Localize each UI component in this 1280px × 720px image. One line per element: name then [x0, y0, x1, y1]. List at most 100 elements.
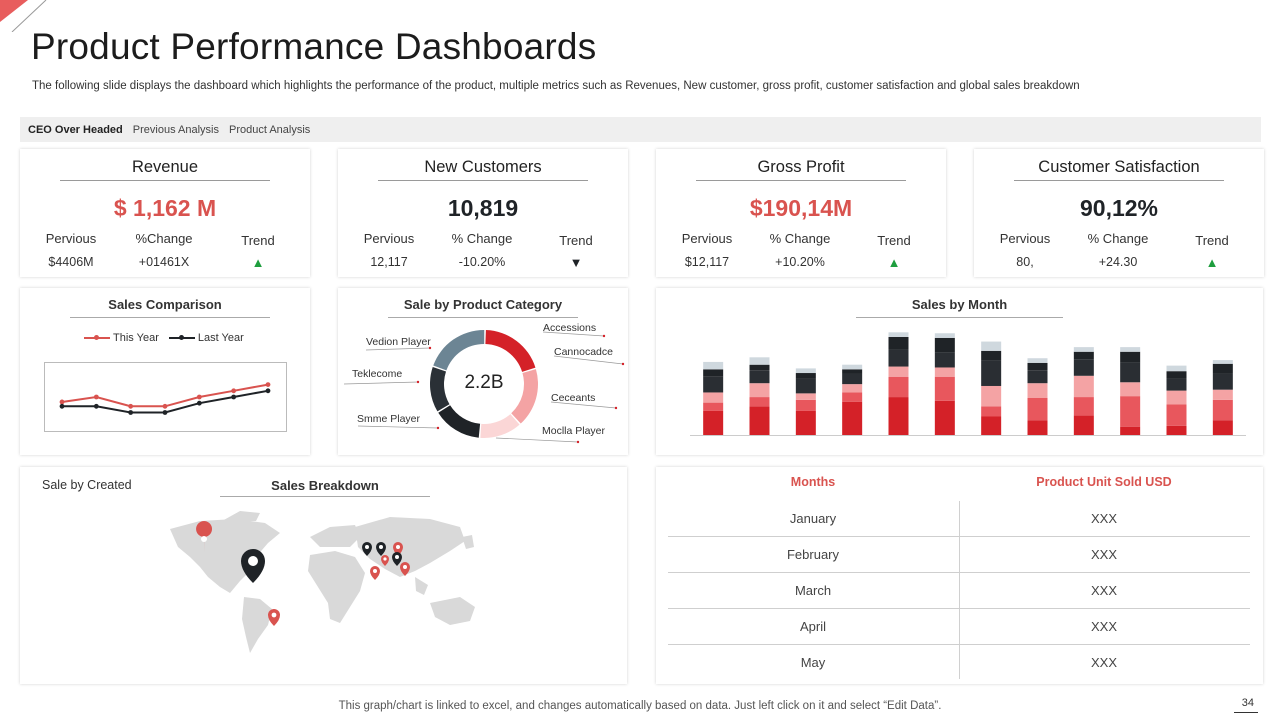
bar-2-s4[interactable] — [749, 370, 770, 384]
data-point-last-year-2[interactable] — [128, 410, 134, 415]
pin-dark-europe-2[interactable] — [376, 542, 386, 556]
donut-slice-teklecome[interactable] — [430, 367, 450, 412]
bar-10-s6[interactable] — [1120, 347, 1141, 352]
product-category-donut[interactable] — [338, 288, 628, 455]
bar-1-s3[interactable] — [703, 392, 724, 403]
pin-red-africa[interactable] — [370, 566, 380, 580]
bar-9-s6[interactable] — [1073, 347, 1094, 352]
bar-10-s1[interactable] — [1120, 426, 1141, 435]
donut-slice-ceceants[interactable] — [511, 369, 538, 424]
bar-9-s1[interactable] — [1073, 415, 1094, 435]
bar-12-s3[interactable] — [1212, 389, 1233, 400]
data-point-last-year-5[interactable] — [231, 394, 237, 400]
tab-previous-analysis[interactable]: Previous Analysis — [132, 123, 219, 136]
bar-1-s4[interactable] — [703, 376, 724, 393]
bar-1-s6[interactable] — [703, 361, 724, 370]
bar-7-s6[interactable] — [981, 341, 1002, 351]
bar-10-s4[interactable] — [1120, 362, 1141, 383]
bar-5-s3[interactable] — [888, 366, 909, 377]
bar-12-s6[interactable] — [1212, 360, 1233, 364]
bar-8-s5[interactable] — [1027, 362, 1048, 371]
bar-5-s1[interactable] — [888, 397, 909, 435]
pin-red-north-america[interactable] — [196, 521, 213, 553]
bar-2-s5[interactable] — [749, 364, 770, 371]
bar-9-s2[interactable] — [1073, 397, 1094, 416]
bar-10-s2[interactable] — [1120, 396, 1141, 427]
bar-1-s2[interactable] — [703, 402, 724, 411]
bar-2-s1[interactable] — [749, 406, 770, 435]
bar-3-s6[interactable] — [795, 368, 816, 374]
bar-4-s6[interactable] — [842, 364, 863, 370]
data-point-this-year-6[interactable] — [265, 382, 271, 387]
bar-3-s4[interactable] — [795, 378, 816, 394]
bar-6-s4[interactable] — [934, 352, 955, 368]
world-map[interactable] — [160, 507, 490, 657]
bar-10-s5[interactable] — [1120, 351, 1141, 363]
data-point-last-year-0[interactable] — [59, 403, 65, 409]
data-point-last-year-6[interactable] — [265, 388, 271, 394]
bar-12-s4[interactable] — [1212, 373, 1233, 390]
data-point-this-year-2[interactable] — [128, 403, 134, 409]
bar-7-s2[interactable] — [981, 406, 1002, 417]
donut-slice-moclla-player[interactable] — [480, 414, 520, 438]
donut-slice-smme-player[interactable] — [438, 405, 481, 438]
bar-6-s5[interactable] — [934, 337, 955, 353]
pin-red-arabia[interactable] — [400, 562, 410, 576]
bar-12-s2[interactable] — [1212, 399, 1233, 421]
bar-6-s3[interactable] — [934, 367, 955, 377]
bar-11-s1[interactable] — [1166, 425, 1187, 435]
bar-11-s4[interactable] — [1166, 378, 1187, 391]
bar-2-s6[interactable] — [749, 357, 770, 365]
bar-8-s2[interactable] — [1027, 398, 1048, 421]
bar-7-s3[interactable] — [981, 385, 1002, 407]
bar-5-s6[interactable] — [888, 332, 909, 337]
data-point-this-year-3[interactable] — [162, 403, 168, 409]
bar-11-s5[interactable] — [1166, 371, 1187, 379]
bar-8-s6[interactable] — [1027, 358, 1048, 363]
data-point-this-year-1[interactable] — [93, 394, 99, 400]
bar-5-s4[interactable] — [888, 349, 909, 367]
bar-6-s2[interactable] — [934, 376, 955, 401]
pin-red-africa-north[interactable] — [381, 555, 389, 566]
bar-5-s2[interactable] — [888, 376, 909, 398]
data-point-last-year-3[interactable] — [162, 410, 168, 415]
bar-10-s3[interactable] — [1120, 382, 1141, 397]
data-point-this-year-0[interactable] — [59, 399, 65, 405]
pin-dark-middle-east[interactable] — [392, 552, 402, 566]
bar-8-s1[interactable] — [1027, 420, 1048, 435]
bar-6-s6[interactable] — [934, 333, 955, 338]
bar-4-s5[interactable] — [842, 369, 863, 374]
bar-12-s5[interactable] — [1212, 363, 1233, 374]
bar-4-s4[interactable] — [842, 373, 863, 385]
bar-2-s2[interactable] — [749, 397, 770, 407]
bar-7-s4[interactable] — [981, 360, 1002, 386]
data-point-this-year-4[interactable] — [196, 394, 202, 400]
bar-9-s4[interactable] — [1073, 359, 1094, 376]
bar-2-s3[interactable] — [749, 383, 770, 398]
bar-11-s3[interactable] — [1166, 390, 1187, 405]
bar-1-s1[interactable] — [703, 410, 724, 435]
bar-4-s1[interactable] — [842, 401, 863, 435]
bar-9-s5[interactable] — [1073, 351, 1094, 360]
pin-dark-central-america[interactable] — [241, 549, 265, 583]
donut-slice-cannocadce[interactable] — [485, 330, 536, 372]
sales-by-month-chart[interactable] — [656, 288, 1263, 455]
bar-12-s1[interactable] — [1212, 420, 1233, 435]
bar-11-s6[interactable] — [1166, 365, 1187, 372]
bar-4-s3[interactable] — [842, 384, 863, 393]
pin-red-south-america[interactable] — [268, 609, 280, 626]
bar-7-s5[interactable] — [981, 350, 1002, 361]
bar-9-s3[interactable] — [1073, 375, 1094, 398]
bar-8-s4[interactable] — [1027, 370, 1048, 384]
tab-product-analysis[interactable]: Product Analysis — [228, 123, 311, 136]
data-point-last-year-1[interactable] — [93, 403, 99, 409]
tab-ceo-over-headed[interactable]: CEO Over Headed — [28, 123, 123, 136]
bar-3-s5[interactable] — [795, 373, 816, 379]
bar-3-s1[interactable] — [795, 410, 816, 435]
data-point-this-year-5[interactable] — [231, 388, 237, 394]
pin-dark-europe-1[interactable] — [362, 542, 372, 556]
bar-8-s3[interactable] — [1027, 383, 1048, 398]
donut-slice-vedion-player[interactable] — [433, 330, 485, 371]
bar-3-s3[interactable] — [795, 393, 816, 400]
bar-7-s1[interactable] — [981, 416, 1002, 436]
